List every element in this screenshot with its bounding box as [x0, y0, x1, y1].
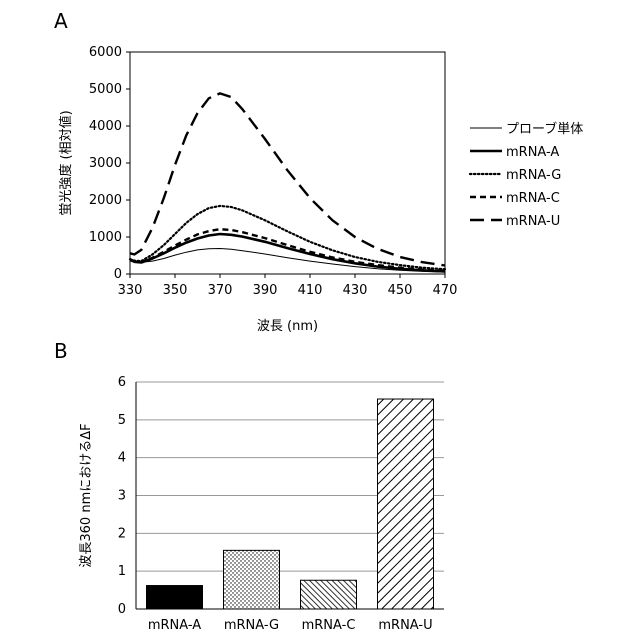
y-tick-label: 5 [118, 413, 126, 428]
panel-label-b: B [54, 339, 68, 363]
x-tick-label: 370 [208, 283, 233, 298]
figure-canvas: A B 010002000300040005000600033035037039… [0, 0, 640, 640]
legend-label: mRNA-U [506, 214, 560, 229]
series-line-mRNA-A [130, 234, 445, 271]
y-tick-label: 5000 [89, 82, 122, 97]
category-label: mRNA-C [302, 618, 356, 633]
plot-frame [130, 52, 445, 274]
bar-mRNA-A [147, 586, 203, 609]
series-line-mRNA-U [130, 93, 445, 265]
y-tick-label: 4000 [89, 119, 122, 134]
legend-label: mRNA-G [506, 168, 561, 183]
y-tick-label: 0 [118, 602, 126, 617]
x-tick-label: 390 [253, 283, 278, 298]
legend-label: mRNA-C [506, 191, 560, 206]
y-tick-label: 2 [118, 526, 126, 541]
category-label: mRNA-U [378, 618, 432, 633]
x-tick-label: 430 [343, 283, 368, 298]
y-tick-label: 3000 [89, 156, 122, 171]
series-line-mRNA-G [130, 206, 445, 269]
y-tick-label: 2000 [89, 193, 122, 208]
category-label: mRNA-G [224, 618, 279, 633]
legend-label: プローブ単体 [506, 121, 583, 137]
y-tick-label: 0 [114, 267, 122, 282]
x-tick-label: 410 [298, 283, 323, 298]
y-tick-label: 1 [118, 564, 126, 579]
category-label: mRNA-A [148, 618, 201, 633]
x-tick-label: 470 [433, 283, 458, 298]
y-tick-label: 6000 [89, 45, 122, 60]
x-tick-label: 330 [118, 283, 143, 298]
x-tick-label: 450 [388, 283, 413, 298]
x-axis-title: 波長 (nm) [257, 319, 318, 334]
spectrum-chart: 0 1000 2000 3000 4000 5000 6000 330 350 370 390 410… [58, 45, 583, 334]
bar-mRNA-C [301, 580, 357, 609]
x-tick-label: 350 [163, 283, 188, 298]
y-tick-label: 4 [118, 451, 126, 466]
y-axis-title: 波長360 nmにおけるΔF [79, 423, 94, 567]
delta-f-bar-chart: 0 1 2 3 4 5 6 mRNA-A mRNA-G mRNA-C mRNA-U 波長360 nmに… [79, 375, 444, 633]
panel-label-a: A [54, 9, 68, 33]
y-tick-label: 3 [118, 489, 126, 504]
y-tick-label: 1000 [89, 230, 122, 245]
y-axis-title: 蛍光強度 (相対値) [58, 110, 74, 215]
bar-mRNA-U [378, 399, 434, 609]
bar-mRNA-G [224, 550, 280, 609]
y-tick-label: 6 [118, 375, 126, 390]
legend-label: mRNA-A [506, 145, 559, 160]
